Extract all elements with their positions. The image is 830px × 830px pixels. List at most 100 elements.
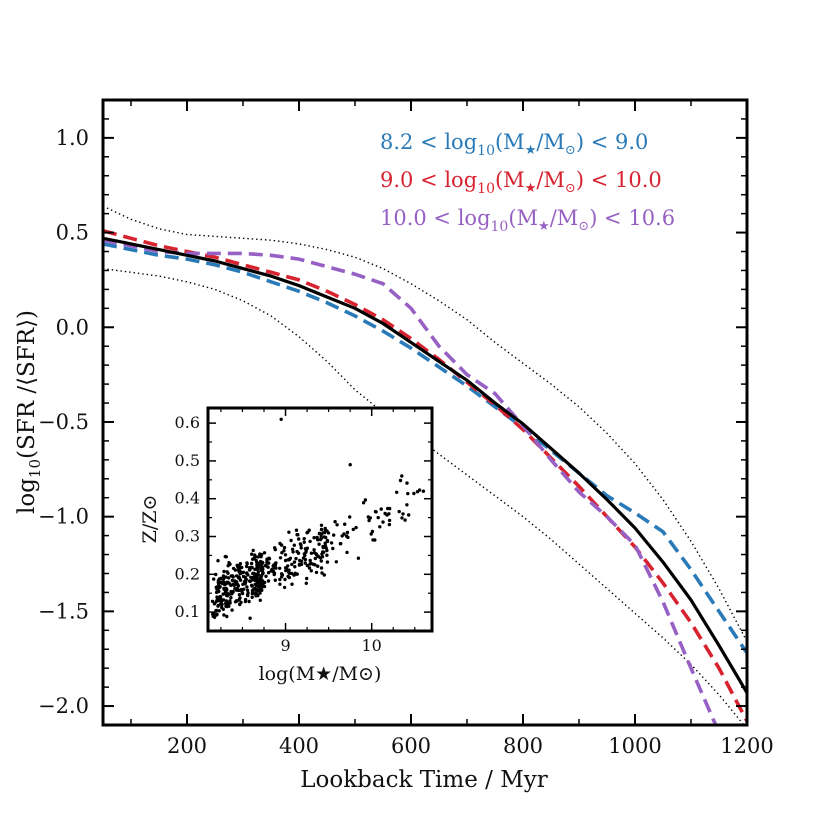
inset-background <box>208 408 432 631</box>
inset-point <box>295 572 299 576</box>
inset-point <box>258 591 262 595</box>
inset-point <box>339 541 343 546</box>
inset-point <box>295 533 299 537</box>
inset-point <box>381 520 385 524</box>
inset-point <box>233 600 238 604</box>
inset-point <box>246 591 250 595</box>
y-tick-label: 0.0 <box>56 315 89 339</box>
inset-point <box>231 575 235 579</box>
inset-point <box>289 571 294 576</box>
inset-point <box>368 516 372 520</box>
inset-point <box>303 553 307 558</box>
x-tick-label: 1000 <box>608 734 661 758</box>
inset-point <box>345 530 350 535</box>
inset-point <box>215 598 219 602</box>
inset-point <box>316 564 320 568</box>
inset-point <box>334 560 338 564</box>
inset-x-tick-label: 9 <box>280 636 290 655</box>
inset-point <box>317 531 322 536</box>
inset-point <box>279 572 284 576</box>
inset-point <box>323 541 327 545</box>
inset-point <box>331 546 335 551</box>
legend-entry-blue: 8.2 < log10(M★/M⊙) < 9.0 <box>380 130 648 159</box>
y-axis-label: log10(SFR /⟨SFR⟩) <box>14 310 44 514</box>
inset-point <box>260 579 265 583</box>
inset-point <box>342 532 346 536</box>
inset-y-tick-label: 0.4 <box>175 489 200 508</box>
inset-point <box>286 574 290 579</box>
inset-point <box>254 594 258 598</box>
inset-point <box>361 501 366 505</box>
inset-point <box>397 509 401 514</box>
inset-point <box>314 552 318 556</box>
inset-point <box>233 579 237 583</box>
inset-point <box>292 573 296 577</box>
inset-point <box>240 590 244 594</box>
inset-point <box>318 556 323 560</box>
inset-point <box>323 528 327 532</box>
inset-point <box>294 556 298 561</box>
inset-point <box>405 503 409 507</box>
inset-point <box>239 571 243 575</box>
inset-point <box>298 542 303 546</box>
inset-frame <box>206 406 434 633</box>
inset-point <box>421 489 426 493</box>
inset-point <box>311 562 315 566</box>
inset-point <box>235 587 240 591</box>
y-tick-label: −2.0 <box>38 694 89 718</box>
inset-point <box>290 547 295 551</box>
inset-point <box>256 555 260 559</box>
inset-point <box>329 541 334 545</box>
inset-point <box>325 538 330 543</box>
inset-point <box>302 537 306 541</box>
inset-point <box>407 513 411 517</box>
inset-point <box>238 596 242 600</box>
inset-point <box>292 560 297 564</box>
inset-point <box>251 548 255 553</box>
inset-point <box>218 595 223 599</box>
inset-point <box>312 548 316 552</box>
inset-point <box>249 561 254 566</box>
inset-point <box>332 533 336 537</box>
inset-point <box>387 512 391 516</box>
main-series-group <box>103 205 747 725</box>
inset-point <box>264 574 268 578</box>
inset-point <box>248 568 252 572</box>
inset-point <box>348 463 352 467</box>
inset-point <box>278 577 282 582</box>
inset-point <box>405 481 409 485</box>
inset-point <box>351 527 355 532</box>
inset-x-tick-label: 10 <box>362 636 382 655</box>
inset-point <box>308 539 312 544</box>
inset-y-tick-label: 0.1 <box>175 602 200 621</box>
inset-point <box>231 566 236 571</box>
inset-point <box>354 525 358 530</box>
inset-point <box>229 583 233 587</box>
inset-point <box>221 607 225 611</box>
inset-point <box>224 586 228 590</box>
inset-point <box>210 599 215 603</box>
inset-point <box>251 571 255 576</box>
inset-point <box>260 584 264 588</box>
inset-point <box>250 552 254 556</box>
inset-point <box>245 585 249 589</box>
inset-point <box>313 556 317 561</box>
y-tick-label: 1.0 <box>56 126 89 150</box>
inset-point <box>238 578 243 582</box>
inset-x-axis-label: log(M★/M⊙) <box>259 663 382 685</box>
inset-point <box>304 581 308 585</box>
main-ticks-group: 200 400 600 800 1000 1200 −2.0 −1.5 −1.0 −0.5 0.0 0… <box>38 100 774 758</box>
inset-point <box>248 616 252 620</box>
inset-point <box>236 564 240 569</box>
inset-point <box>225 580 229 584</box>
inset-point <box>297 537 301 541</box>
inset-point <box>299 546 303 550</box>
inset-point <box>314 570 319 575</box>
inset-point <box>278 582 282 586</box>
y-axis-label-sub: 10 <box>26 459 44 478</box>
inset-point <box>258 552 262 556</box>
inset-point <box>279 417 283 421</box>
inset-point <box>236 583 240 588</box>
inset-ticks-group: 9 10 0.1 0.2 0.3 0.4 0.5 0.6 <box>175 408 432 655</box>
